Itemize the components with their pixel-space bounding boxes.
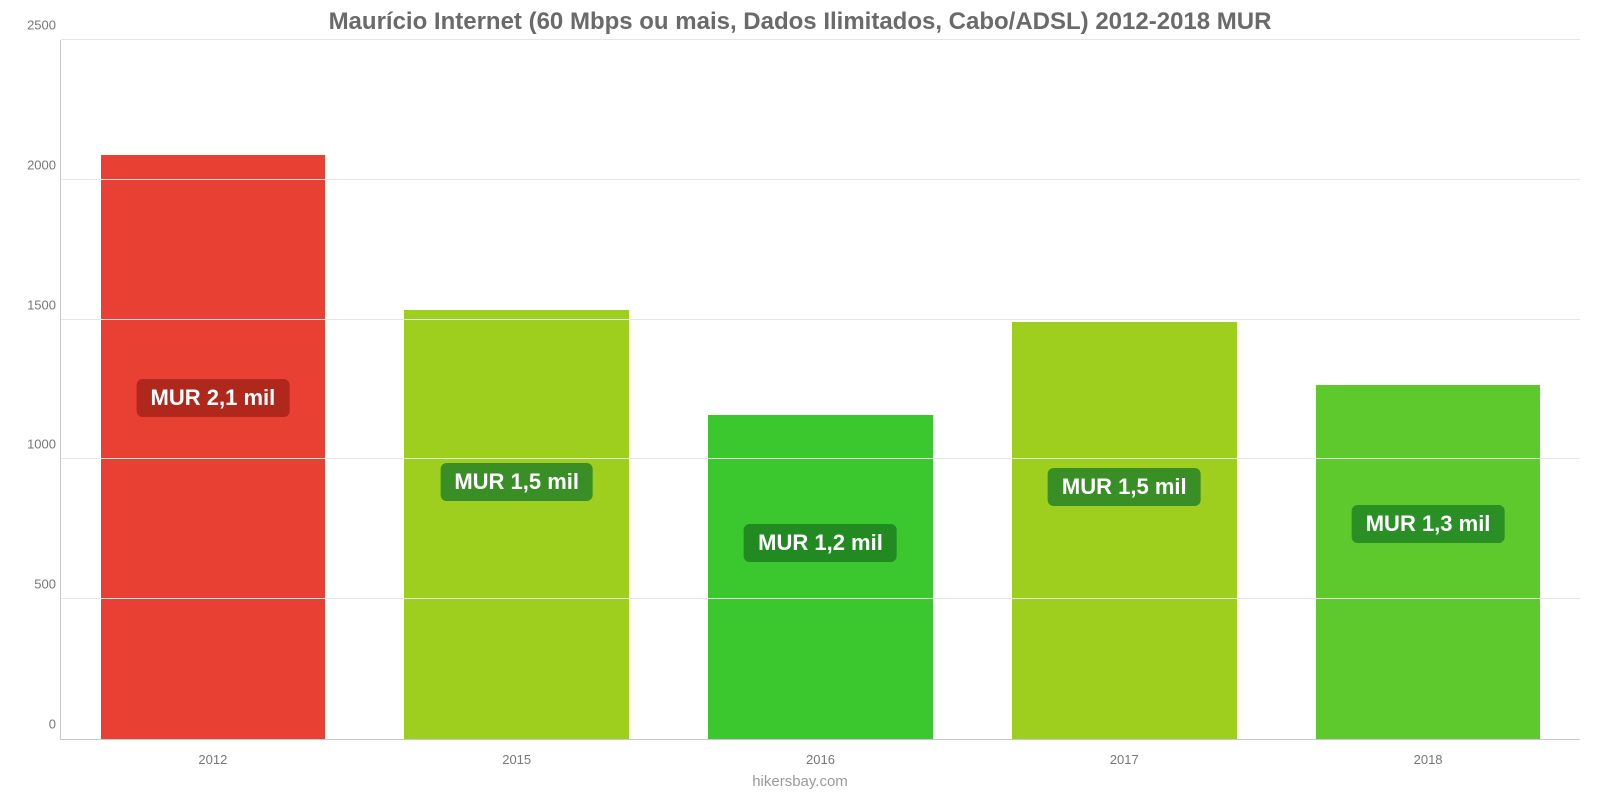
- bar-value-label: MUR 1,2 mil: [744, 524, 897, 562]
- bars-container: MUR 2,1 mil2012MUR 1,5 mil2015MUR 1,2 mi…: [61, 40, 1580, 739]
- gridline: [61, 179, 1580, 180]
- bar: MUR 1,5 mil: [1012, 322, 1237, 739]
- chart-title: Maurício Internet (60 Mbps ou mais, Dado…: [0, 8, 1600, 36]
- y-tick: 1500: [11, 297, 56, 312]
- bar: MUR 1,3 mil: [1316, 385, 1541, 739]
- bar-column: MUR 1,2 mil2016: [669, 40, 973, 739]
- bar-column: MUR 1,5 mil2017: [972, 40, 1276, 739]
- bar: MUR 1,2 mil: [708, 415, 933, 739]
- y-tick: 0: [11, 717, 56, 732]
- x-tick: 2012: [198, 752, 227, 767]
- gridline: [61, 458, 1580, 459]
- bar-value-label: MUR 1,5 mil: [440, 463, 593, 501]
- x-tick: 2016: [806, 752, 835, 767]
- y-tick: 2000: [11, 157, 56, 172]
- bar-column: MUR 1,3 mil2018: [1276, 40, 1580, 739]
- bar: MUR 2,1 mil: [101, 155, 326, 739]
- x-tick: 2015: [502, 752, 531, 767]
- gridline: [61, 319, 1580, 320]
- x-tick: 2018: [1414, 752, 1443, 767]
- bar-chart: Maurício Internet (60 Mbps ou mais, Dado…: [0, 0, 1600, 800]
- bar-value-label: MUR 1,3 mil: [1352, 505, 1505, 543]
- y-tick: 500: [11, 577, 56, 592]
- bar-column: MUR 2,1 mil2012: [61, 40, 365, 739]
- bar-value-label: MUR 1,5 mil: [1048, 468, 1201, 506]
- chart-caption: hikersbay.com: [0, 773, 1600, 790]
- x-tick: 2017: [1110, 752, 1139, 767]
- bar-value-label: MUR 2,1 mil: [137, 379, 290, 417]
- y-tick: 2500: [11, 18, 56, 33]
- y-tick: 1000: [11, 437, 56, 452]
- gridline: [61, 39, 1580, 40]
- bar-column: MUR 1,5 mil2015: [365, 40, 669, 739]
- bar: MUR 1,5 mil: [404, 310, 629, 739]
- gridline: [61, 598, 1580, 599]
- plot-area: MUR 2,1 mil2012MUR 1,5 mil2015MUR 1,2 mi…: [60, 40, 1580, 740]
